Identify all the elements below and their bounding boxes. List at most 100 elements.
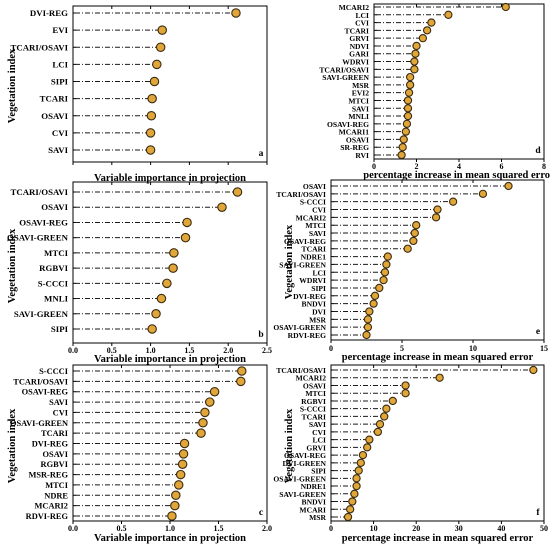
panel-f-xtick-label: 20 (412, 524, 420, 533)
panel-b-category-label: OSAVI-REG (19, 217, 68, 227)
panel-d-category-label: MCARI2 (339, 3, 370, 12)
panel-d-category-label: MNLI (348, 112, 369, 121)
panel-f-category-label: BNDVI (302, 498, 327, 507)
panel-f-xtick-label: 50 (540, 524, 548, 533)
panel-e-data-point (375, 283, 384, 293)
panel-f-category-label: SAVI (309, 420, 326, 429)
panel-a-category-label: SIPI (51, 77, 69, 87)
panel-b-xtick-label: 2.0 (223, 346, 233, 355)
panel-b-xtick-label: 1.5 (184, 346, 194, 355)
panel-c-x-axis-title: Variable importance in projection (94, 533, 246, 544)
panel-f-category-label: NDRE1 (301, 482, 327, 491)
panel-a-category-label: SAVI (48, 145, 68, 155)
panel-e-data-point (363, 323, 373, 332)
panel-e-category-label: OSAVI-REG (284, 237, 326, 246)
panel-d-category-label: GARI (349, 50, 369, 59)
panel-b-data-point (169, 248, 179, 258)
panel-f-data-point (388, 396, 397, 406)
panel-c-data-point (200, 407, 210, 418)
panel-e-data-point (504, 181, 513, 191)
panel-f-frame (330, 364, 545, 522)
panel-a-data-point (145, 145, 156, 155)
panel-c-data-point (209, 386, 220, 397)
panel-e-data-point (412, 221, 421, 230)
panel-b-xtick-label: 2.5 (262, 346, 272, 355)
panel-c-category-label: MSR-REG (28, 471, 68, 480)
panel-d-data-point (398, 143, 407, 152)
panel-c-data-point (170, 500, 180, 511)
panel-f-data-point (401, 381, 410, 390)
panel-f-xtick-label: 10 (370, 524, 378, 533)
panel-f-data-point (343, 512, 353, 522)
panel-b-letter: b (258, 330, 263, 340)
panel-f-category-label: CVI (312, 428, 326, 437)
panel-b-xtick-label: 0.0 (68, 346, 78, 355)
panel-e-category-label: WDRVI (299, 276, 326, 285)
panel-a-data-point (146, 111, 157, 121)
panel-f-category-label: OSAVI-GREEN (273, 474, 326, 483)
panel-e-data-point (363, 315, 373, 324)
panel-f-category-label: TCARI/OSAVI (276, 366, 326, 375)
panel-f-category-label: SAVI-GREEN (279, 490, 326, 499)
panel-f-data-point (346, 505, 355, 514)
panel-e-xtick-label: 0 (329, 344, 333, 353)
panel-c-letter: c (259, 508, 263, 518)
panel-b-category-label: SAVI-GREEN (14, 309, 69, 319)
panel-b-data-point (151, 309, 161, 319)
panel-d-data-point (427, 18, 436, 27)
panel-b-data-point (162, 278, 172, 289)
panel-e-frame (330, 179, 545, 341)
panel-f-letter: f (536, 508, 540, 518)
panel-c-data-point (167, 511, 177, 521)
panel-e-data-point (448, 197, 458, 206)
panel-f-category-label: MCARI2 (296, 374, 327, 383)
panel-a-category-label: CVI (52, 128, 69, 138)
panel-d-category-label: MSR (352, 81, 369, 90)
panel-c-category-label: MTCI (45, 481, 68, 490)
panel-e-category-label: S-CCCI (300, 198, 326, 207)
panel-e-data-point (369, 299, 378, 308)
panel-f-data-point (365, 435, 374, 444)
panel-f-category-label: MCARI (299, 505, 326, 514)
panel-c-category-label: MCARI2 (35, 502, 69, 511)
panel-a-category-label: EVI (52, 25, 68, 35)
panel-b-category-label: OSAVI (41, 202, 68, 212)
panel-d-category-label: CVI (355, 19, 369, 28)
panel-d-category-label: GRVI (349, 34, 369, 43)
panel-c-category-label: TCARI/OSAVI (13, 377, 68, 386)
panel-e-xtick-label: 5 (400, 344, 404, 353)
panel-e-category-label: MCARI2 (296, 213, 327, 222)
panel-f-data-point (358, 450, 368, 460)
panel-d-xtick-label: 0 (372, 162, 376, 171)
panel-b-data-point (168, 263, 178, 273)
panel-c-category-label: NDRE (44, 491, 68, 500)
panel-b-data-point (180, 232, 191, 243)
panel-e-category-label: RDVI-REG (288, 331, 326, 340)
panel-d-data-point (501, 2, 510, 12)
panel-b-data-point (182, 217, 192, 228)
panel-d-data-point (397, 150, 406, 160)
panel-b-frame (72, 181, 268, 344)
panel-c-category-label: OSAVI-GREEN (10, 419, 68, 428)
panel-e-data-point (380, 268, 390, 277)
panel-d-data-point (444, 10, 453, 19)
panel-d-data-point (404, 88, 414, 97)
panel-e-category-label: BNDVI (302, 300, 327, 309)
panel-c-data-point (173, 480, 184, 490)
panel-f-x-axis-title: percentage increase in mean squared erro… (342, 533, 534, 544)
panel-c-category-label: RDVI-REG (26, 512, 69, 521)
panel-d-data-point (410, 65, 419, 74)
panel-d-category-label: SAVI-GREEN (322, 73, 369, 82)
panel-d-category-label: TCARI (345, 26, 370, 35)
panel-c-category-label: S-CCCI (39, 367, 68, 376)
panel-e-category-label: MSR (309, 315, 326, 324)
panel-d-letter: d (535, 146, 541, 156)
panel-e-y-axis-title: Vegetation index (284, 224, 295, 299)
panel-b-category-label: SIPI (51, 324, 69, 334)
panel-d-xtick-label: 8 (542, 162, 546, 171)
panel-f-category-label: RGBVI (301, 397, 326, 406)
panel-f-category-label: GRVI (306, 443, 326, 452)
panel-d-category-label: OSAVI-REG (327, 120, 369, 129)
panel-c-data-point (205, 397, 215, 407)
